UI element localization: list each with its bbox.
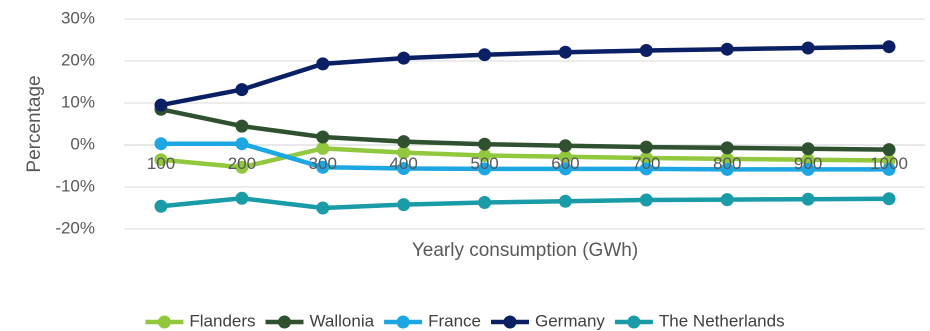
data-point (397, 162, 411, 175)
y-tick-label: -10% (55, 176, 95, 195)
legend-label: Wallonia (310, 311, 375, 330)
data-point (720, 193, 734, 207)
data-point (235, 137, 249, 151)
data-point (558, 194, 572, 208)
data-point (478, 162, 492, 176)
data-point (235, 160, 249, 174)
x-tick-label: 300 (309, 154, 337, 173)
legend-label: France (428, 311, 481, 330)
y-tick-label: 0% (70, 134, 95, 153)
y-tick-label: 20% (61, 50, 95, 69)
y-tick-label: 30% (61, 8, 95, 27)
x-axis-title: Yearly consumption (GWh) (412, 240, 638, 261)
x-tick-label: 100 (147, 154, 175, 173)
data-point (235, 191, 249, 205)
data-point (882, 143, 896, 157)
series-line (160, 107, 890, 152)
series-line (160, 196, 890, 211)
data-point (639, 44, 653, 57)
data-point (639, 162, 653, 176)
data-point (720, 42, 734, 56)
legend-item-the-netherlands: The Netherlands (614, 311, 785, 330)
legend-marker (503, 315, 517, 329)
x-tick-label: 500 (470, 154, 498, 173)
data-point (154, 137, 168, 151)
data-point (801, 153, 815, 167)
legend-item-germany: Germany (491, 311, 605, 330)
data-point (235, 83, 249, 97)
x-tick-label: 400 (389, 154, 417, 173)
series-lines (154, 40, 896, 215)
data-point (478, 149, 492, 162)
data-point (558, 150, 572, 164)
data-point (478, 48, 492, 62)
data-point (316, 141, 330, 155)
data-point (882, 192, 896, 206)
data-point (882, 154, 896, 167)
series-germany (154, 40, 896, 112)
series-line (160, 44, 890, 108)
data-point (397, 146, 411, 160)
legend-marker (157, 315, 171, 329)
series-wallonia (154, 102, 896, 157)
data-point (720, 141, 734, 155)
x-tick-label: 200 (228, 154, 256, 173)
data-point (316, 160, 330, 174)
data-point (558, 139, 572, 153)
data-point (639, 151, 653, 165)
data-point (397, 198, 411, 212)
y-axis-title: Percentage (24, 75, 45, 172)
y-tick-label: 10% (61, 92, 95, 111)
series-flanders (154, 141, 896, 174)
data-point (478, 137, 492, 151)
legend-label: Germany (535, 311, 605, 330)
data-point (558, 162, 572, 176)
x-tick-label: 1000 (870, 154, 908, 173)
data-point (558, 45, 572, 59)
series-line (160, 146, 890, 170)
data-point (720, 152, 734, 166)
legend-item-wallonia: Wallonia (265, 311, 375, 330)
data-point (882, 162, 896, 176)
series-france (154, 137, 896, 176)
legend-item-flanders: Flanders (145, 311, 256, 330)
data-point (720, 162, 734, 176)
legend: Flanders Wallonia France Germany The Netherl… (145, 311, 785, 330)
legend-label: The Netherlands (659, 311, 785, 330)
data-point (801, 162, 815, 176)
data-point (154, 153, 168, 167)
series-line (161, 141, 889, 172)
x-axis-tick-labels: 100 200 300 400 500 600 700 800 900 1000 (147, 154, 908, 173)
data-point (235, 119, 249, 133)
y-axis-tick-labels: -20% -10% 0% 10% 20% 30% (55, 8, 95, 237)
x-tick-label: 800 (713, 154, 741, 173)
data-point (478, 196, 492, 209)
data-point (397, 51, 411, 65)
legend-label: Flanders (189, 311, 255, 330)
legend-marker (396, 315, 410, 329)
legend-item-france: France (384, 311, 481, 330)
x-tick-label: 900 (794, 154, 822, 173)
legend-marker (627, 315, 641, 329)
data-point (397, 135, 411, 149)
y-tick-label: -20% (55, 218, 95, 237)
data-point (639, 193, 653, 207)
x-tick-label: 600 (551, 154, 579, 173)
data-point (316, 57, 330, 71)
data-point (154, 199, 168, 213)
data-point (801, 41, 815, 55)
data-point (801, 142, 815, 156)
data-point (316, 201, 330, 215)
series-the-netherlands (154, 191, 896, 215)
legend-marker (278, 315, 291, 329)
data-point (154, 98, 168, 112)
data-point (882, 40, 896, 54)
data-point (801, 192, 815, 206)
data-point (316, 130, 330, 144)
data-point (639, 140, 653, 154)
x-tick-label: 700 (632, 154, 660, 173)
